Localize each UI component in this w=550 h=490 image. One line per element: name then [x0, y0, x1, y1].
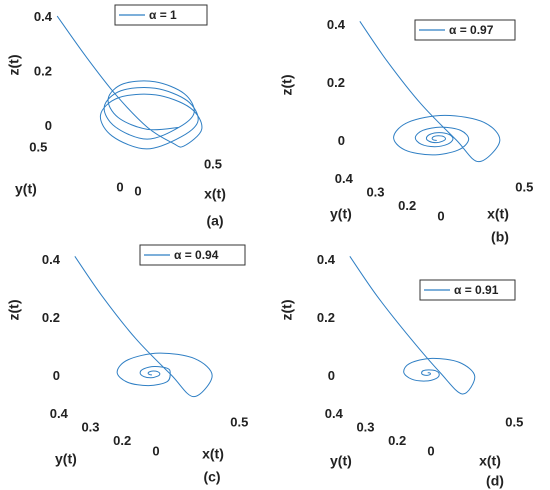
y-tick-label: 0.3	[366, 184, 384, 199]
legend-box	[114, 4, 208, 26]
x-axis-label: x(t)	[204, 186, 226, 202]
x-tick-label: 0.5	[230, 414, 248, 429]
y-axis-label: y(t)	[330, 206, 352, 222]
z-axis-label: z(t)	[6, 300, 22, 321]
y-tick-label: 0	[116, 179, 123, 194]
z-tick-label: 0.2	[34, 63, 52, 78]
panel: 0 0.5 0.2 0.3 0.4 0 0.2 0.4 x(t) y(t) z(t) (b) α = 0…	[279, 17, 534, 244]
panel-caption: (a)	[206, 213, 223, 229]
z-tick-label: 0	[45, 118, 52, 133]
x-tick-label: 0.5	[515, 179, 533, 194]
z-tick-label: 0.2	[327, 75, 345, 90]
z-tick-label: 0.2	[42, 310, 60, 325]
panel-caption: (b)	[491, 229, 509, 245]
z-tick-label: 0.4	[327, 17, 346, 32]
y-tick-label: 0.4	[325, 406, 344, 421]
y-axis-label: y(t)	[330, 453, 352, 469]
panel-caption: (d)	[486, 473, 504, 489]
y-tick-label: 0.2	[113, 433, 131, 448]
trajectory	[56, 15, 203, 150]
y-tick-label: 0.4	[335, 171, 354, 186]
x-tick-label: 0.5	[204, 156, 222, 171]
legend-label: α = 0.97	[449, 23, 494, 37]
x-axis-label: x(t)	[487, 206, 509, 222]
z-tick-label: 0.2	[317, 310, 335, 325]
panel-caption: (c)	[203, 469, 220, 485]
x-tick-label: 0.5	[505, 414, 523, 429]
y-tick-label: 0.5	[29, 139, 47, 154]
x-axis-label: x(t)	[479, 453, 501, 469]
legend-box	[139, 244, 246, 266]
trajectory	[349, 256, 476, 395]
y-tick-label: 0.2	[388, 433, 406, 448]
z-axis-label: z(t)	[6, 55, 22, 76]
x-tick-label: 0	[437, 208, 444, 223]
trajectory	[359, 21, 501, 163]
z-tick-label: 0.4	[317, 252, 336, 267]
x-tick-label: 0	[134, 183, 141, 198]
trajectory	[74, 256, 213, 398]
y-tick-label: 0.3	[81, 419, 99, 434]
y-axis-label: y(t)	[55, 451, 77, 467]
z-axis-label: z(t)	[279, 75, 295, 96]
x-tick-label: 0	[427, 443, 434, 458]
legend-box	[414, 19, 516, 41]
x-tick-label: 0	[152, 443, 159, 458]
z-tick-label: 0	[338, 133, 345, 148]
y-tick-label: 0.2	[398, 198, 416, 213]
panel: 0 0.5 0.2 0.3 0.4 0 0.2 0.4 x(t) y(t) z(t) (c) α = 0…	[6, 244, 248, 485]
z-tick-label: 0.4	[34, 9, 53, 24]
panel: 0 0.5 0.2 0.3 0.4 0 0.2 0.4 x(t) y(t) z(t) (d) α = 0…	[279, 252, 524, 488]
legend-label: α = 0.91	[454, 283, 499, 297]
y-tick-label: 0.4	[50, 406, 69, 421]
legend-box	[419, 279, 516, 301]
y-tick-label: 0.3	[356, 419, 374, 434]
x-axis-label: x(t)	[202, 446, 224, 462]
z-tick-label: 0	[328, 368, 335, 383]
z-axis-label: z(t)	[279, 300, 295, 321]
y-axis-label: y(t)	[15, 181, 37, 197]
legend-label: α = 1	[149, 8, 177, 22]
legend-label: α = 0.94	[174, 248, 219, 262]
z-tick-label: 0	[53, 368, 60, 383]
panel: 0 0.5 0 0.5 0 0.2 0.4 x(t) y(t) z(t) (a) α = 1	[6, 4, 226, 229]
z-tick-label: 0.4	[42, 252, 61, 267]
